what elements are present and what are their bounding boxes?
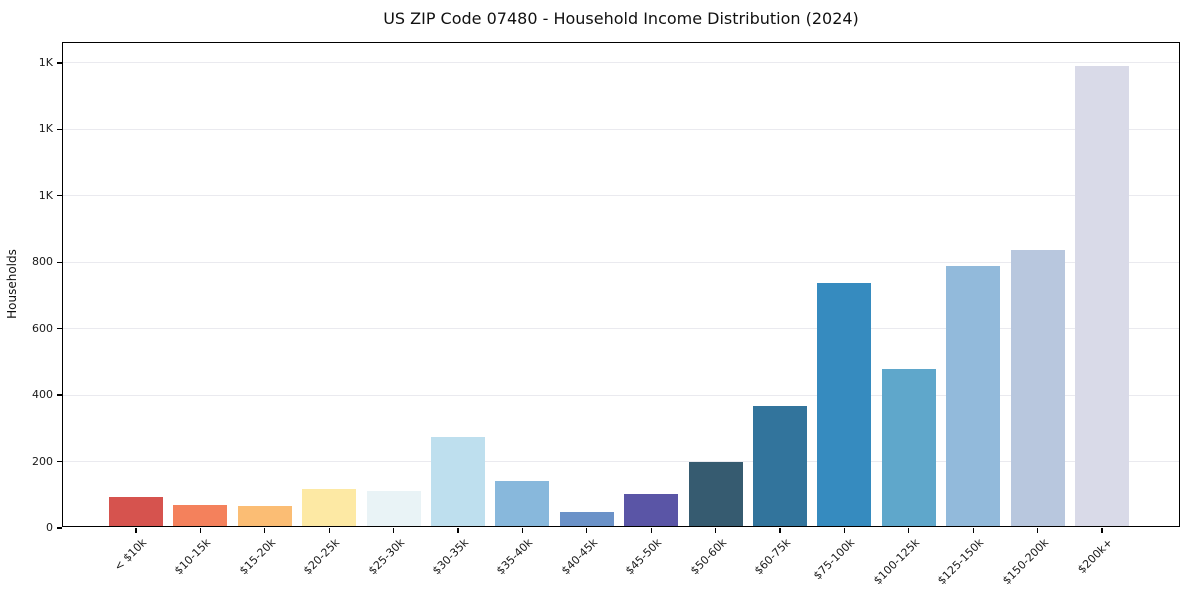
- bar-30-35k: [431, 436, 485, 526]
- x-tick-mark: [457, 528, 459, 533]
- gridline: [63, 195, 1179, 197]
- bar-35-40k: [495, 481, 550, 526]
- y-tick-label: 1K: [38, 55, 53, 69]
- x-tick-mark: [135, 528, 137, 533]
- y-tick-label: 200: [32, 454, 53, 468]
- x-tick-mark: [328, 528, 330, 533]
- x-tick-mark: [779, 528, 781, 533]
- x-tick-label: $40-45k: [558, 536, 600, 578]
- y-tick-label: 1K: [38, 122, 53, 136]
- y-tick-label: 800: [32, 255, 53, 269]
- x-tick-label: $15-20k: [236, 536, 278, 578]
- x-tick-mark: [586, 528, 588, 533]
- x-tick-label: $150-200k: [999, 536, 1051, 588]
- gridline: [63, 328, 1179, 330]
- x-tick-label: $100-125k: [870, 536, 922, 588]
- y-tick-mark: [56, 128, 62, 131]
- bar-125-150k: [946, 265, 1001, 526]
- bar-100-125k: [881, 369, 936, 526]
- x-tick-label: $60-75k: [751, 536, 794, 578]
- x-tick-label: $30-35k: [429, 536, 472, 578]
- bar-45-50k: [624, 494, 679, 526]
- y-tick-mark: [56, 195, 62, 197]
- x-tick-mark: [972, 528, 974, 533]
- y-tick-mark: [56, 327, 62, 330]
- x-tick-mark: [843, 528, 846, 533]
- y-tick-label: 400: [32, 388, 53, 402]
- y-tick-mark: [56, 261, 62, 263]
- plot-area: 0 200 400 600 800 1K 1K 1K < $10k $10-15k $15-20k $…: [32, 42, 1180, 587]
- x-tick-label: $75-100k: [811, 536, 858, 583]
- y-tick-label: 1K: [38, 188, 53, 202]
- bar-75-100k: [817, 282, 872, 526]
- x-tick-label: < $10k: [111, 536, 150, 574]
- y-tick-label: 0: [46, 521, 53, 534]
- bar-25-30k: [366, 491, 421, 526]
- x-tick-mark: [650, 528, 652, 533]
- x-tick-label: $10-15k: [172, 536, 214, 578]
- bar-50-60k: [688, 461, 743, 526]
- x-tick-mark: [714, 528, 717, 533]
- gridline: [63, 62, 1179, 64]
- x-tick-mark: [1101, 528, 1103, 533]
- x-tick-label: $20-25k: [301, 536, 343, 578]
- y-tick-mark: [56, 62, 62, 64]
- bar-10-15k: [173, 504, 228, 526]
- bar-40-45k: [559, 512, 614, 526]
- gridline: [63, 128, 1179, 130]
- x-tick-mark: [264, 528, 266, 533]
- x-tick-label: $45-50k: [623, 536, 665, 578]
- y-tick-label: 600: [32, 321, 53, 335]
- gridline: [63, 461, 1179, 463]
- x-tick-label: $125-150k: [935, 536, 987, 588]
- x-tick-label: $50-60k: [687, 536, 729, 578]
- x-tick-mark: [1036, 528, 1039, 533]
- bar-15-20k: [237, 506, 292, 526]
- x-tick-label: $200k+: [1075, 536, 1116, 577]
- x-tick-label: $25-30k: [365, 536, 407, 578]
- x-tick-label: $35-40k: [494, 536, 536, 578]
- x-tick-mark: [392, 528, 395, 533]
- bar-200k: [1075, 65, 1129, 526]
- x-tick-mark: [908, 528, 910, 533]
- bar-150-200k: [1010, 250, 1065, 526]
- y-tick-mark: [56, 527, 62, 529]
- x-tick-mark: [199, 528, 202, 533]
- y-tick-mark: [56, 394, 62, 396]
- x-tick-mark: [521, 528, 524, 533]
- bar-10k: [109, 496, 163, 526]
- bar-20-25k: [302, 489, 357, 526]
- y-tick-mark: [56, 460, 62, 463]
- gridline: [63, 394, 1179, 396]
- gridline: [63, 261, 1179, 263]
- chart-title: US ZIP Code 07480 - Household Income Dis…: [383, 9, 859, 28]
- bar-60-75k: [753, 406, 807, 526]
